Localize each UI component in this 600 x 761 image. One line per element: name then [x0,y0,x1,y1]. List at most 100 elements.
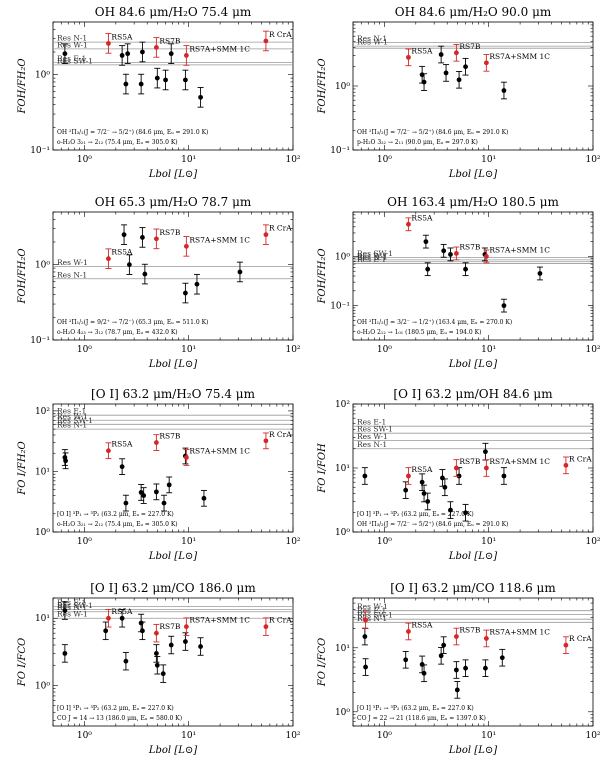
chart-title: OH 84.6 μm/H₂O 75.4 μm [95,5,252,19]
source-label: RS5A [411,213,433,222]
plot-frame [52,21,294,151]
black-data-point [448,507,453,513]
transition-note: CO J = 14 → 13 (186.0 μm, Eᵤ = 580.0 K) [57,715,182,722]
black-data-point [421,491,427,496]
y-tick-label: 10¹ [35,467,50,477]
y-tick-label: 10⁰ [35,261,50,271]
black-data-point [463,64,468,70]
chart-title: OH 163.4 μm/H₂O 180.5 μm [387,195,559,209]
black-data-point [201,495,207,501]
transition-note: [O I] ³P₁ → ³P₂ (63.2 μm, Eᵤ = 227.0 K) [57,511,174,518]
chart-title: [O I] 63.2 μm/OH 84.6 μm [393,387,553,401]
y-tick-label: 10¹ [35,614,50,624]
x-tick-label: 10² [285,537,300,547]
source-label: RS7B [159,36,181,45]
red-data-point [406,629,411,634]
reference-line-label: Res E-1 [57,54,86,63]
x-tick-label: 10¹ [481,731,496,741]
reference-line-label: Res W-1 [357,602,388,611]
x-tick-label: 10⁰ [77,731,92,741]
y-axis-label: FOH/FH₂O [317,248,328,304]
reference-line-label: Res N-1 [57,270,87,279]
black-data-point [537,271,543,276]
red-data-point [483,254,489,259]
black-data-point [63,458,68,464]
x-axis-label: Lbol [L⊙] [448,169,497,180]
x-tick-label: 10² [285,345,300,355]
reference-line-label: Res E-1 [57,407,86,416]
black-data-point [166,482,172,488]
black-data-point [438,52,444,57]
plot-frame [52,403,294,533]
transition-note: [O I] ³P₁ → ³P₂ (63.2 μm, Eᵤ = 227.0 K) [357,511,474,518]
reference-line-label: Res SW-1 [57,56,93,65]
x-tick-label: 10¹ [181,155,196,165]
y-axis-label: FO I/FH₂O [17,441,28,496]
x-axis-label: Lbol [L⊙] [448,359,497,370]
y-tick-label: 10² [335,400,350,410]
source-label: R CrA [569,454,592,463]
source-label: RS7A+SMM 1C [189,44,250,53]
transition-note: o-H₂O 2₁₂ → 1₀₁ (180.5 μm, Eᵤ = 194.0 K) [357,329,481,336]
y-tick-label: 10⁰ [335,82,350,92]
black-data-point [362,634,368,639]
red-data-point [263,438,269,444]
black-data-point [403,657,409,663]
x-tick-label: 10¹ [181,537,196,547]
black-data-point [154,75,160,81]
black-data-point [362,473,368,479]
chart-title: OH 84.6 μm/H₂O 90.0 μm [395,5,552,19]
y-axis-label: FO I/FOH [317,443,328,494]
black-data-point [154,662,160,668]
red-data-point [263,624,269,630]
chart-title: [O I] 63.2 μm/CO 186.0 μm [90,581,256,595]
y-tick-label: 10⁰ [35,528,50,538]
red-data-point [153,45,159,50]
black-data-point [142,271,148,277]
x-tick-label: 10² [585,345,600,355]
x-tick-label: 10⁰ [377,731,392,741]
plot-frame [52,211,294,341]
black-data-point [453,667,459,673]
reference-line-label: Res E-1 [357,255,386,264]
source-label: RS7B [159,432,181,441]
x-axis-label: Lbol [L⊙] [148,359,197,370]
transition-note: OH ²Π₃/₂(J = 7/2⁻ → 5/2⁺) (84.6 μm, Eᵤ =… [357,521,508,528]
black-data-point [62,651,68,656]
chart-title: [O I] 63.2 μm/H₂O 75.4 μm [91,387,256,401]
black-data-point [419,662,425,667]
x-tick-label: 10⁰ [377,155,392,165]
y-tick-label: 10⁰ [335,252,350,262]
y-tick-label: 10⁻¹ [330,302,350,312]
black-data-point [140,628,145,634]
black-data-point [183,639,188,644]
black-data-point [463,266,468,272]
red-data-point [183,243,189,249]
source-label: RS5A [411,465,433,474]
black-data-point [103,628,109,634]
black-data-point [198,644,203,649]
black-data-point [119,464,125,470]
black-data-point [483,449,488,455]
black-data-point [141,493,147,498]
x-tick-label: 10² [285,731,300,741]
reference-line-label: Res W-1 [57,40,88,49]
transition-note: OH ²Π₁/₂(J = 9/2⁺ → 7/2⁻) (65.3 μm, Eᵤ =… [57,319,208,326]
red-data-point [453,251,459,256]
red-data-point [406,54,411,60]
reference-line-label: Res E-1 [57,598,86,607]
reference-line-label: Res SW-1 [57,416,93,425]
black-data-point [119,53,125,58]
black-data-point [153,489,159,495]
x-tick-label: 10² [585,537,600,547]
red-data-point [106,448,111,454]
black-data-point [183,77,188,83]
black-data-point [237,269,243,275]
reference-line-label: Res N-1 [357,253,387,262]
source-label: RS7B [459,626,481,635]
red-data-point [406,221,411,227]
